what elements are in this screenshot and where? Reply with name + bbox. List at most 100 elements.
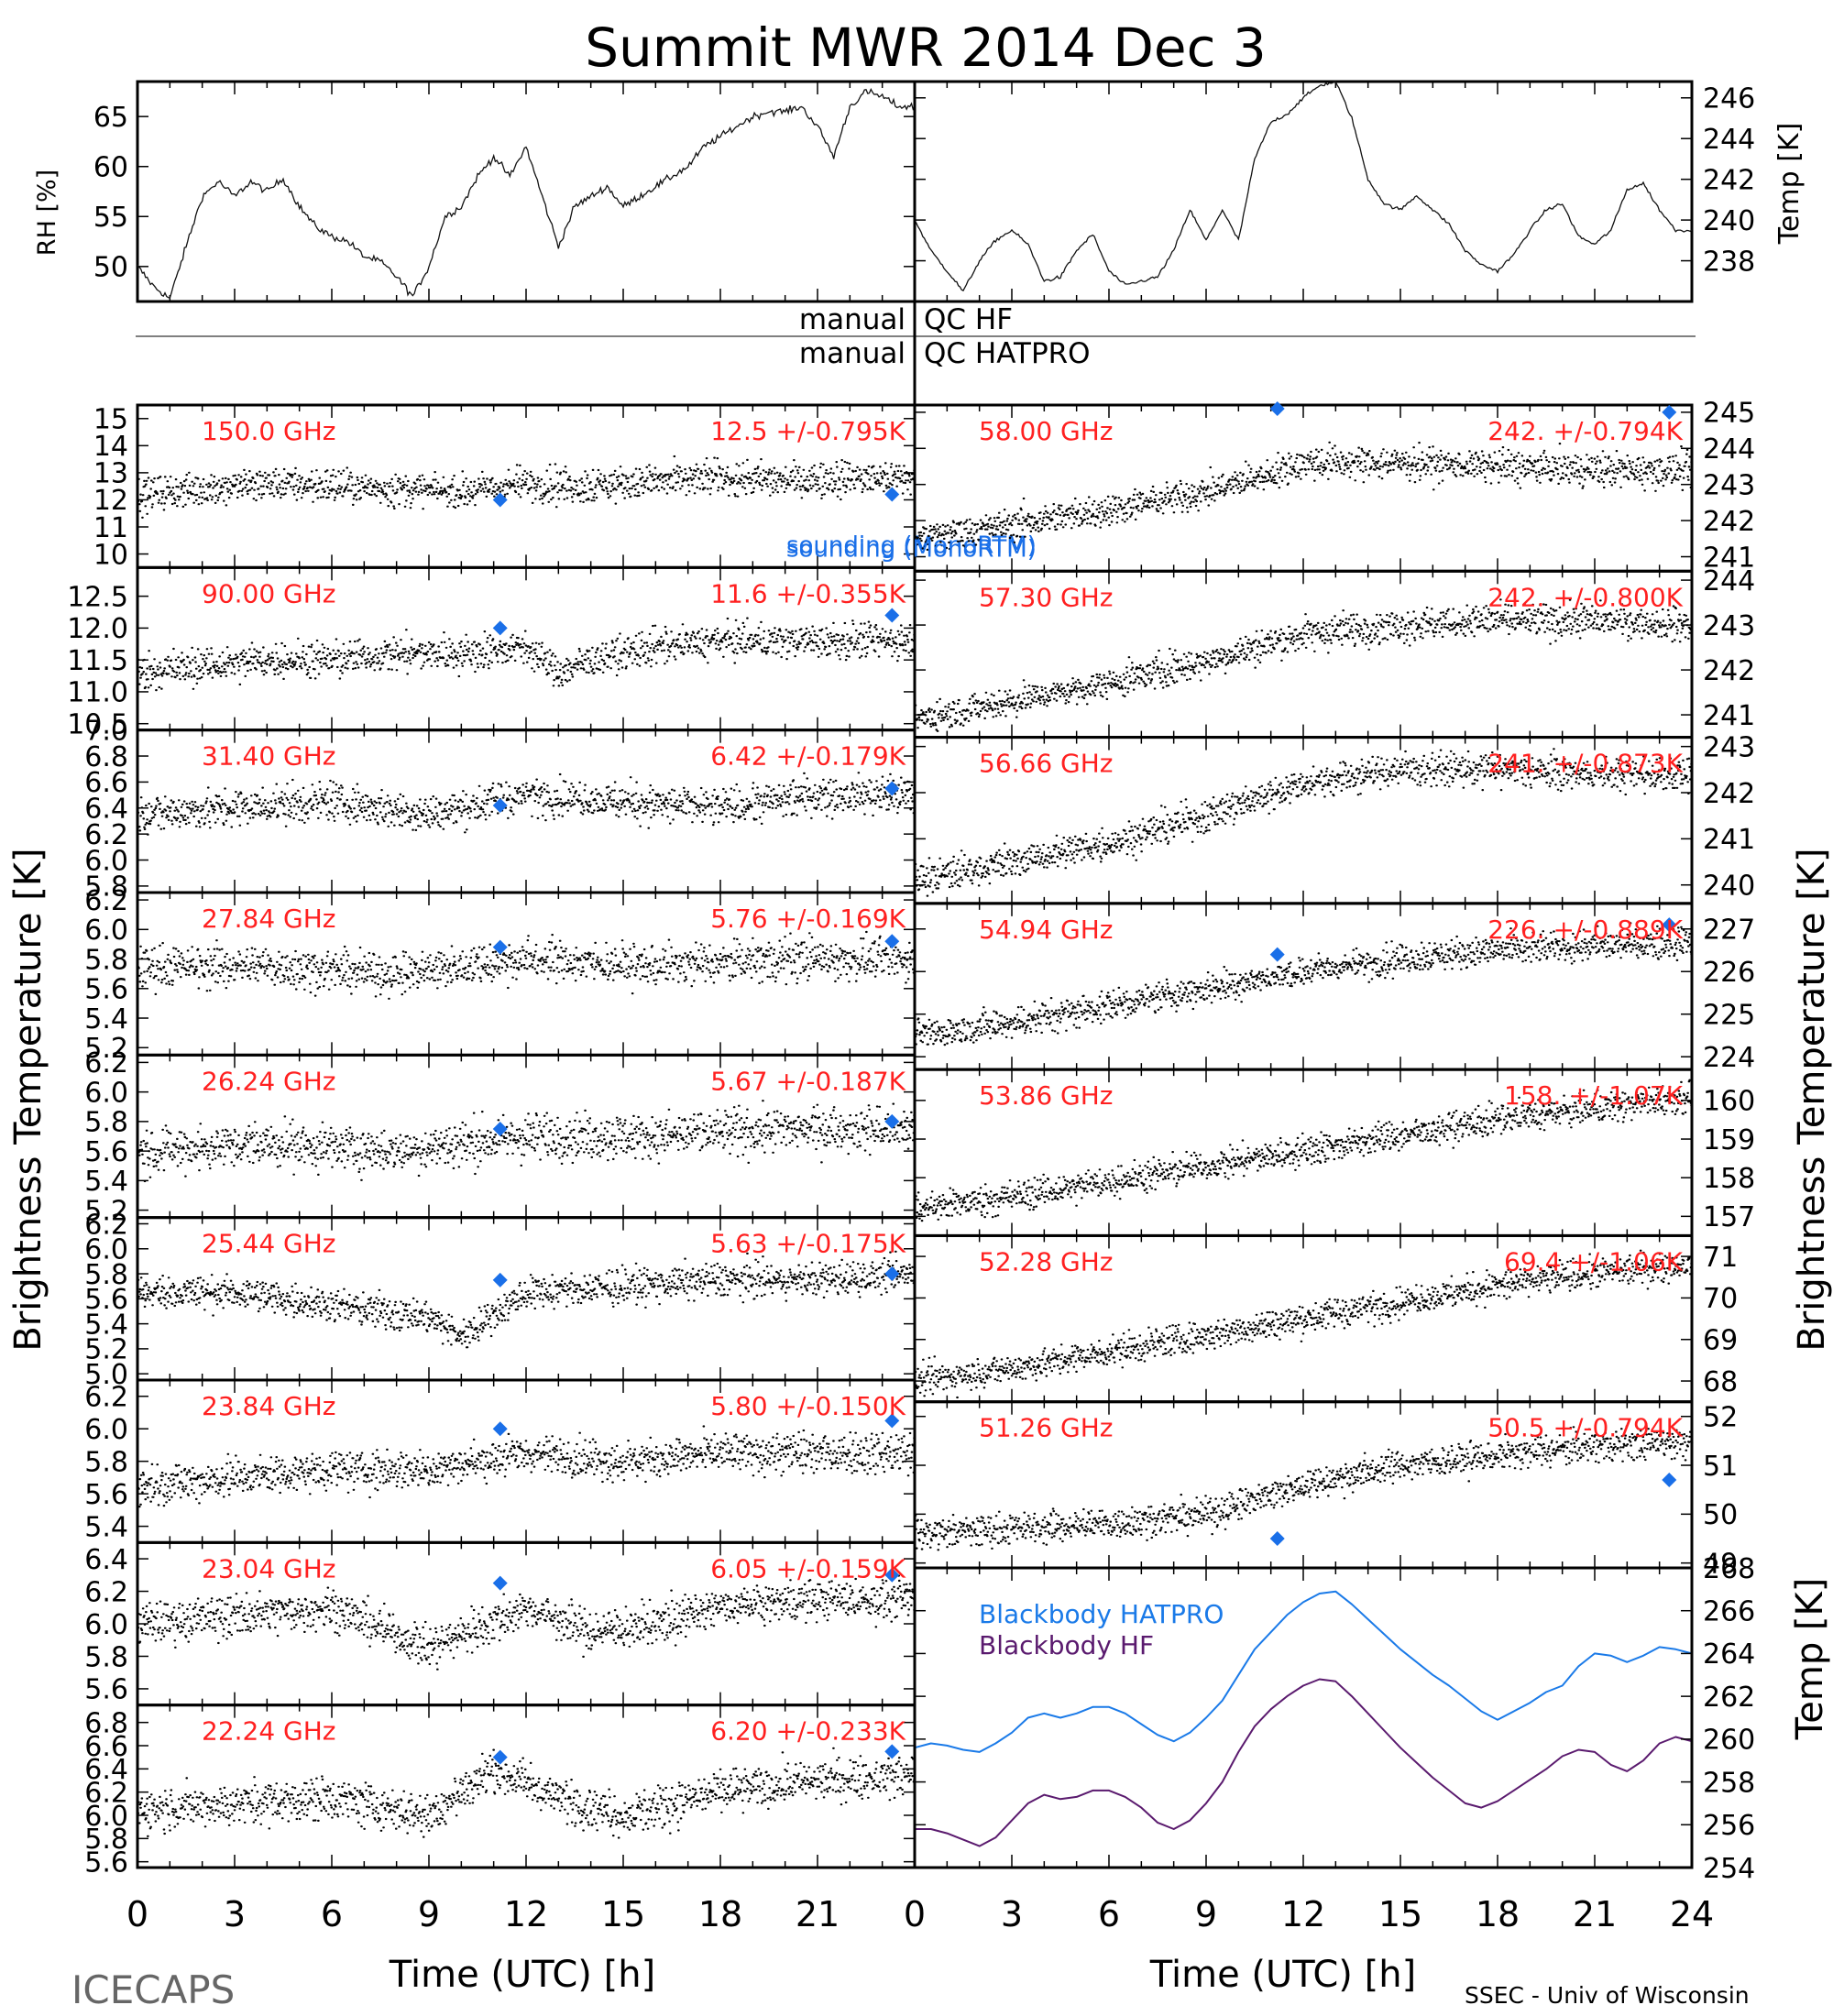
sounding-marker: [1269, 401, 1285, 416]
y-tick-label: 5.6: [84, 1479, 128, 1511]
trace-23.04: [136, 1574, 916, 1671]
y-tick-label: 65: [93, 102, 128, 134]
y-tick-label: 258: [1703, 1767, 1755, 1799]
trace-23.84: [136, 1425, 916, 1508]
y-tick-label: 5.6: [84, 1674, 128, 1706]
y-tick-label: 6.0: [84, 845, 128, 877]
channel-stat-label: 5.76 +/-0.169K: [710, 904, 906, 934]
y-tick-label: 241: [1703, 700, 1755, 732]
channel-panel-23.84: 5.45.65.86.06.2 23.84 GHz 5.80 +/-0.150K: [84, 1378, 916, 1544]
temp-panel: 238 240 242 244 246: [913, 80, 1755, 303]
y-tick-label: 254: [1703, 1853, 1755, 1885]
x-axis-title-right: Time (UTC) [h]: [1149, 1954, 1416, 1996]
x-tick-label: 21: [796, 1894, 840, 1934]
channel-frequency-label: 23.04 GHz: [202, 1553, 336, 1583]
channel-stat-label: 50.5 +/-0.794K: [1487, 1413, 1683, 1443]
channel-frequency-label: 22.24 GHz: [202, 1716, 336, 1747]
y-tick-label: 6.2: [84, 885, 128, 917]
channel-stat-label: 226. +/-0.889K: [1487, 915, 1683, 945]
channel-panel-52.28: 68 69 70 71 52.28 GHz 69.4 +/-1.06K: [913, 1233, 1738, 1404]
channel-panel-51.26: 49 50 51 52 51.26 GHz 50.5 +/-0.794K: [913, 1400, 1738, 1580]
x-tick-label: 6: [1098, 1894, 1120, 1934]
channel-frequency-label: 57.30 GHz: [979, 582, 1114, 612]
sounding-marker: [492, 939, 508, 955]
channel-stat-label: 69.4 +/-1.06K: [1504, 1246, 1684, 1276]
y-tick-label: 245: [1703, 398, 1755, 430]
y-tick-label: 246: [1703, 83, 1755, 115]
qc-hatpro-label: QC HATPRO: [924, 337, 1091, 370]
channel-panel-22.24: 5.65.86.06.26.46.66.8 22.24 GHz 6.20 +/-0.…: [84, 1704, 916, 1879]
y-tick-label: 6.0: [84, 1801, 128, 1833]
y-tick-label: 5.8: [84, 871, 128, 904]
y-tick-label: 5.6: [84, 1846, 128, 1879]
y-tick-label: 6.2: [84, 819, 128, 851]
y-tick-label: 6.0: [84, 1077, 128, 1109]
x-tick-label: 18: [1476, 1894, 1520, 1934]
y-tick-label: 11.0: [67, 677, 128, 709]
y-tick-label: 225: [1703, 1000, 1755, 1032]
y-tick-label: 15: [93, 404, 128, 436]
y-tick-label: 69: [1703, 1325, 1738, 1357]
sounding-marker: [884, 1744, 900, 1759]
sounding-marker: [492, 797, 508, 813]
x-tick-label: 12: [1281, 1894, 1325, 1934]
y-tick-label: 264: [1703, 1638, 1755, 1671]
y-tick-label: 243: [1703, 610, 1755, 642]
channel-panel-31.40: 5.86.06.26.46.66.87.0 31.40 GHz 6.42 +/-0.…: [84, 715, 916, 904]
channel-stat-label: 242. +/-0.800K: [1487, 582, 1683, 612]
y-tick-label: 241: [1703, 542, 1755, 574]
y-tick-label: 52: [1703, 1402, 1738, 1434]
x-tick-label: 24: [1670, 1894, 1714, 1934]
right-y-axis-title: Brightness Temperature [K]: [1791, 848, 1833, 1351]
channel-frequency-label: 26.24 GHz: [202, 1066, 336, 1096]
channel-stat-label: 6.20 +/-0.233K: [710, 1716, 906, 1747]
figure-title: Summit MWR 2014 Dec 3: [585, 16, 1267, 79]
channel-stat-label: 158. +/-1.07K: [1504, 1080, 1684, 1111]
sounding-marker: [492, 1575, 508, 1591]
y-tick-label: 262: [1703, 1682, 1755, 1714]
y-tick-label: 10.5: [67, 709, 128, 741]
channel-panel-90.00: 10.511.011.512.012.5 90.00 GHz 11.6 +/-0.3…: [67, 565, 916, 741]
y-tick-label: 268: [1703, 1553, 1755, 1585]
y-tick-label: 6.0: [84, 1414, 128, 1446]
qc-hf-manual: manual: [799, 303, 906, 336]
qc-area: manual QC HF manual QC HATPRO: [136, 303, 1696, 370]
channel-panel-56.66: 240 241 242 243 56.66 GHz 241. +/-0.873K: [913, 731, 1755, 905]
y-tick-label: 6.6: [84, 767, 128, 799]
sounding-marker: [492, 1749, 508, 1765]
y-tick-label: 243: [1703, 470, 1755, 502]
footer-ssec: SSEC - Univ of Wisconsin: [1465, 1982, 1750, 2009]
channel-panel-54.94: 224 225 226 227 54.94 GHz 226. +/-0.889K: [913, 902, 1755, 1074]
y-tick-label: 68: [1703, 1366, 1738, 1398]
y-tick-label: 5.8: [84, 1824, 128, 1856]
y-tick-label: 244: [1703, 433, 1755, 466]
sounding-marker: [1269, 1531, 1285, 1547]
y-tick-label: 256: [1703, 1810, 1755, 1842]
y-tick-label: 49: [1703, 1548, 1738, 1580]
x-tick-label: 18: [698, 1894, 742, 1934]
y-tick-label: 6.8: [84, 1707, 128, 1739]
y-tick-label: 51: [1703, 1451, 1738, 1483]
x-tick-label: 0: [904, 1894, 926, 1934]
channel-panel-25.44: 5.05.25.45.65.86.06.2 25.44 GHz 5.63 +/-0.…: [84, 1209, 916, 1391]
sounding-legend: sounding (MonoRTM): [786, 535, 1037, 563]
blackbody-legend-entry: Blackbody HATPRO: [979, 1599, 1224, 1629]
y-tick-label: 260: [1703, 1725, 1755, 1757]
y-tick-label: 5.6: [84, 974, 128, 1006]
y-tick-label: 6.2: [84, 1777, 128, 1809]
rh-frame: [136, 80, 916, 303]
channel-frequency-label: 31.40 GHz: [202, 741, 336, 772]
y-tick-label: 5.4: [84, 1166, 128, 1198]
y-tick-label: 6.0: [84, 1609, 128, 1641]
blackbody-series-line: [915, 1678, 1693, 1847]
y-tick-label: 241: [1703, 824, 1755, 856]
y-tick-label: 60: [93, 152, 128, 184]
trace-150.00: [136, 455, 916, 519]
trace-57.30: [913, 598, 1694, 732]
y-tick-label: 70: [1703, 1283, 1738, 1315]
sounding-marker: [884, 608, 900, 623]
y-tick-label: 158: [1703, 1163, 1755, 1195]
y-tick-label: 159: [1703, 1124, 1755, 1156]
trace-22.24: [136, 1747, 916, 1839]
